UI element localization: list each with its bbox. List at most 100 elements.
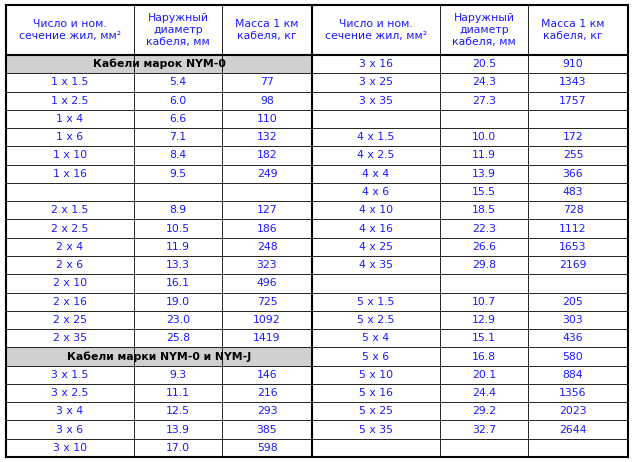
Text: 1343: 1343 [559,78,586,87]
Text: 18.5: 18.5 [472,205,496,215]
Bar [6,5,628,55]
Text: 13.9: 13.9 [472,169,496,179]
Text: 3 x 1.5: 3 x 1.5 [51,370,89,380]
Text: 10.7: 10.7 [472,297,496,307]
Text: 1356: 1356 [559,388,586,398]
Text: 127: 127 [257,205,277,215]
Text: 29.2: 29.2 [472,406,496,416]
Text: 2 x 16: 2 x 16 [53,297,87,307]
Text: 1 x 6: 1 x 6 [56,132,84,142]
Text: 255: 255 [563,151,583,160]
Text: 2 x 10: 2 x 10 [53,279,87,288]
Text: Число и ном.
сечение жил, мм²: Число и ном. сечение жил, мм² [19,19,121,41]
Text: 385: 385 [257,425,277,435]
Text: 24.4: 24.4 [472,388,496,398]
Text: 728: 728 [563,205,583,215]
Text: 2 x 1.5: 2 x 1.5 [51,205,89,215]
Text: 110: 110 [257,114,278,124]
Text: Кабели марок NYM-0: Кабели марок NYM-0 [93,59,226,69]
Text: 10.5: 10.5 [166,224,190,234]
Text: 10.0: 10.0 [472,132,496,142]
Text: 496: 496 [257,279,277,288]
Text: 9.3: 9.3 [169,370,186,380]
Text: 436: 436 [563,333,583,343]
Text: 4 x 25: 4 x 25 [359,242,393,252]
Text: 216: 216 [257,388,277,398]
Text: 5 x 16: 5 x 16 [359,388,393,398]
Text: 1653: 1653 [559,242,586,252]
Bar [6,347,312,365]
Text: 1757: 1757 [559,96,586,106]
Text: 11.1: 11.1 [166,388,190,398]
Text: 5 x 25: 5 x 25 [359,406,393,416]
Text: 323: 323 [257,260,277,270]
Text: 26.6: 26.6 [472,242,496,252]
Text: 11.9: 11.9 [166,242,190,252]
Text: 3 x 25: 3 x 25 [359,78,393,87]
Text: 2 x 2.5: 2 x 2.5 [51,224,89,234]
Text: 598: 598 [257,443,277,453]
Text: 12.5: 12.5 [166,406,190,416]
Text: 3 x 16: 3 x 16 [359,59,393,69]
Text: 725: 725 [257,297,277,307]
Text: 303: 303 [562,315,583,325]
Text: 8.9: 8.9 [169,205,186,215]
Text: 146: 146 [257,370,277,380]
Text: 4 x 6: 4 x 6 [363,187,389,197]
Text: 6.6: 6.6 [169,114,186,124]
Text: 580: 580 [562,352,583,361]
Text: 9.5: 9.5 [169,169,186,179]
Text: 13.9: 13.9 [166,425,190,435]
Text: 98: 98 [260,96,274,106]
Text: 23.0: 23.0 [166,315,190,325]
Text: 186: 186 [257,224,277,234]
Text: 16.1: 16.1 [166,279,190,288]
Text: 4 x 2.5: 4 x 2.5 [358,151,395,160]
Text: 3 x 2.5: 3 x 2.5 [51,388,89,398]
Text: 3 x 10: 3 x 10 [53,443,87,453]
Text: 248: 248 [257,242,277,252]
Text: 13.3: 13.3 [166,260,190,270]
Text: 1 x 4: 1 x 4 [56,114,84,124]
Text: 77: 77 [260,78,274,87]
Text: Наружный
диаметр
кабеля, мм: Наружный диаметр кабеля, мм [146,13,210,47]
Text: 4 x 35: 4 x 35 [359,260,393,270]
Text: 3 x 35: 3 x 35 [359,96,393,106]
Text: 6.0: 6.0 [169,96,186,106]
Text: 12.9: 12.9 [472,315,496,325]
Text: 5 x 1.5: 5 x 1.5 [358,297,395,307]
Text: Кабели марки NYM-0 и NYM-J: Кабели марки NYM-0 и NYM-J [67,351,251,362]
Text: 5 x 4: 5 x 4 [363,333,389,343]
Text: 4 x 4: 4 x 4 [363,169,389,179]
Text: 2 x 6: 2 x 6 [56,260,84,270]
Text: 2 x 35: 2 x 35 [53,333,87,343]
Text: 1419: 1419 [253,333,281,343]
Text: 15.1: 15.1 [472,333,496,343]
Text: 4 x 10: 4 x 10 [359,205,393,215]
Text: 2 x 4: 2 x 4 [56,242,84,252]
Text: 5 x 10: 5 x 10 [359,370,393,380]
Text: 1112: 1112 [559,224,586,234]
Text: 132: 132 [257,132,277,142]
Text: 1092: 1092 [253,315,281,325]
Text: Число и ном.
сечение жил, мм²: Число и ном. сечение жил, мм² [325,19,427,41]
Text: 15.5: 15.5 [472,187,496,197]
Text: 7.1: 7.1 [169,132,186,142]
Text: 20.5: 20.5 [472,59,496,69]
Text: 4 x 16: 4 x 16 [359,224,393,234]
Text: 19.0: 19.0 [166,297,190,307]
Text: 5 x 6: 5 x 6 [363,352,389,361]
Text: 366: 366 [563,169,583,179]
Text: 1 x 1.5: 1 x 1.5 [51,78,89,87]
Text: 16.8: 16.8 [472,352,496,361]
Text: 2169: 2169 [559,260,586,270]
Text: 293: 293 [257,406,277,416]
Text: 3 x 6: 3 x 6 [56,425,84,435]
Text: 32.7: 32.7 [472,425,496,435]
Text: Наружный
диаметр
кабеля, мм: Наружный диаметр кабеля, мм [452,13,516,47]
Text: 3 x 4: 3 x 4 [56,406,84,416]
Text: 4 x 1.5: 4 x 1.5 [358,132,395,142]
Text: 2644: 2644 [559,425,586,435]
Text: 172: 172 [563,132,583,142]
Text: 25.8: 25.8 [166,333,190,343]
